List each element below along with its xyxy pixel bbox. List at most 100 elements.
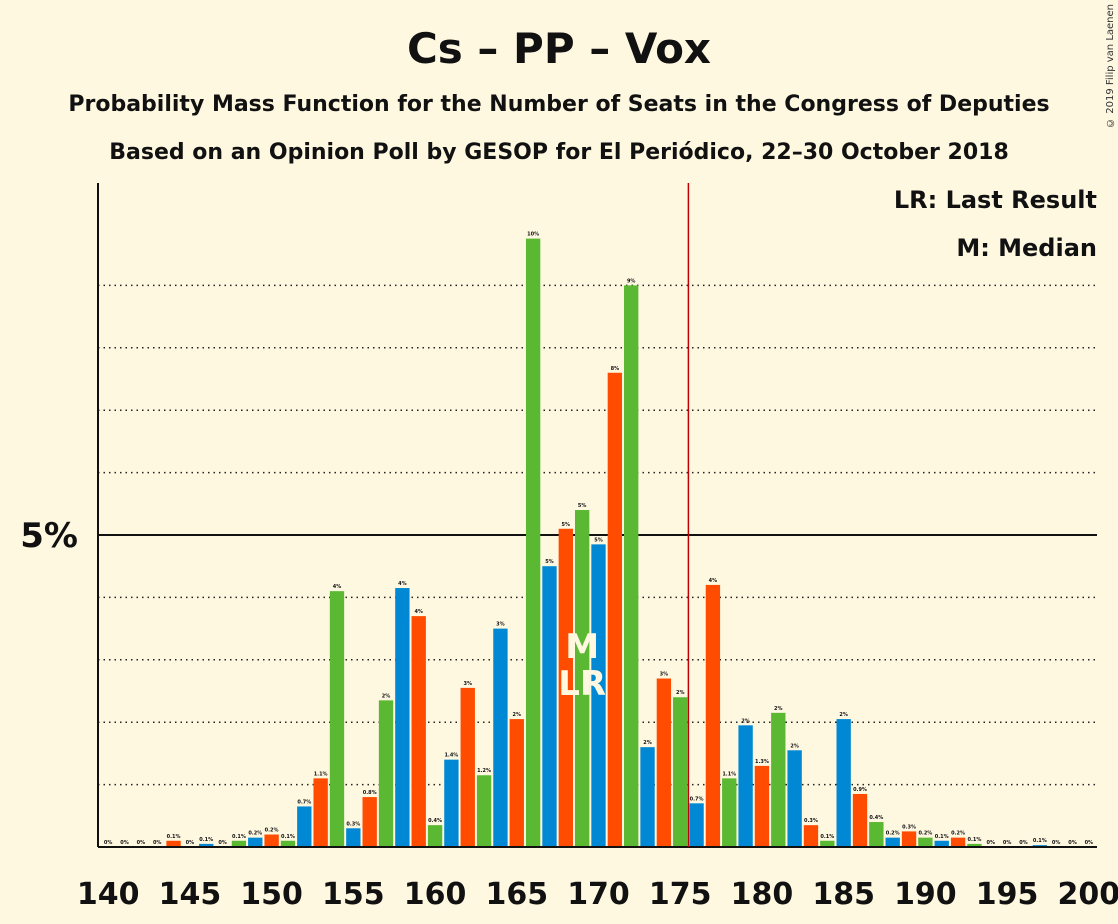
bar-184 xyxy=(820,840,835,847)
bar-192 xyxy=(950,837,966,847)
bar-178 xyxy=(722,778,737,847)
bar-label-193: 0.1% xyxy=(967,837,981,843)
bar-161 xyxy=(444,759,459,847)
bar-label-194: 0% xyxy=(987,840,996,846)
bar-186 xyxy=(852,793,868,847)
bar-label-179: 2% xyxy=(741,718,750,724)
x-tick-200: 200 xyxy=(1058,877,1118,912)
bar-188 xyxy=(885,837,900,847)
bar-149 xyxy=(248,837,263,847)
bar-label-158: 4% xyxy=(398,581,407,587)
bar-169 xyxy=(574,510,590,847)
bar-175 xyxy=(673,697,688,847)
bar-label-190: 0.2% xyxy=(918,831,932,837)
chart-title: Cs – PP – Vox xyxy=(406,24,712,73)
bar-193 xyxy=(967,843,982,847)
bar-label-197: 0.1% xyxy=(1033,838,1047,844)
bar-187 xyxy=(869,822,884,847)
bar-157 xyxy=(378,700,394,847)
chart-subtitle-2: Based on an Opinion Poll by GESOP for El… xyxy=(109,140,1009,165)
bar-labels: 0% 0% 0% 0%0.1%0%0.1%0%0.1%0.2%0.2%0.1%0.7%… xyxy=(104,232,1093,846)
x-tick-185: 185 xyxy=(812,877,875,912)
x-tick-150: 150 xyxy=(240,877,303,912)
bar-label-189: 0.3% xyxy=(902,824,916,830)
bar-label-174: 3% xyxy=(660,672,669,678)
bar-label-183: 0.3% xyxy=(804,818,818,824)
bar-label-150: 0.2% xyxy=(265,828,279,834)
bar-172 xyxy=(624,285,639,847)
bar-label-142: 0% xyxy=(137,840,146,846)
bar-170 xyxy=(591,544,606,847)
bar-151 xyxy=(280,840,296,847)
median-lr-markers: MLR xyxy=(558,627,606,704)
bar-label-180: 1.3% xyxy=(755,759,769,765)
x-tick-165: 165 xyxy=(485,877,548,912)
bar-174 xyxy=(656,678,672,847)
bar-163 xyxy=(476,775,492,847)
legend-last-result: LR: Last Result xyxy=(894,186,1097,214)
bar-label-159: 4% xyxy=(414,609,423,615)
bar-label-164: 3% xyxy=(496,622,505,628)
bar-label-171: 8% xyxy=(611,366,620,372)
bar-label-144: 0.1% xyxy=(167,834,181,840)
bar-label-160: 0.4% xyxy=(428,818,442,824)
bar-label-182: 2% xyxy=(790,743,799,749)
bar-label-176: 0.7% xyxy=(690,796,704,802)
bar-146 xyxy=(199,843,214,847)
gridlines xyxy=(98,284,1097,786)
bar-label-141: 0% xyxy=(120,840,129,846)
bar-191 xyxy=(934,840,949,847)
bar-label-191: 0.1% xyxy=(935,834,949,840)
bar-label-166: 10% xyxy=(527,232,539,238)
bar-173 xyxy=(640,747,655,847)
bar-label-199: 0% xyxy=(1068,840,1077,846)
bar-155 xyxy=(346,828,361,847)
bar-162 xyxy=(460,687,475,847)
bar-164 xyxy=(493,628,508,847)
bar-label-165: 2% xyxy=(513,712,522,718)
bar-180 xyxy=(754,765,770,847)
bar-label-200: 0% xyxy=(1085,840,1094,846)
bar-190 xyxy=(918,837,933,847)
bar-179 xyxy=(738,725,753,847)
bar-label-169: 5% xyxy=(578,503,587,509)
bar-165 xyxy=(509,719,524,847)
bar-label-187: 0.4% xyxy=(869,815,883,821)
x-tick-190: 190 xyxy=(894,877,957,912)
bar-150 xyxy=(264,834,279,847)
bar-label-173: 2% xyxy=(643,740,652,746)
bar-176 xyxy=(689,803,704,847)
bar-label-143: 0% xyxy=(153,840,162,846)
bar-label-146: 0.1% xyxy=(199,837,213,843)
bar-171 xyxy=(607,372,623,847)
bar-label-168: 5% xyxy=(562,522,571,528)
bar-148 xyxy=(231,840,247,847)
bar-label-195: 0% xyxy=(1003,840,1012,846)
bar-label-170: 5% xyxy=(594,537,603,543)
last-result-marker: LR xyxy=(558,664,606,704)
x-tick-180: 180 xyxy=(731,877,794,912)
bar-label-140: 0% xyxy=(104,840,113,846)
legend-median: M: Median xyxy=(956,234,1097,262)
bar-label-188: 0.2% xyxy=(886,831,900,837)
bar-label-157: 2% xyxy=(382,693,391,699)
bar-label-148: 0.1% xyxy=(232,834,246,840)
bar-154 xyxy=(329,591,345,847)
bar-label-162: 3% xyxy=(463,681,472,687)
bar-label-163: 1.2% xyxy=(477,768,491,774)
bar-160 xyxy=(427,825,443,847)
bar-177 xyxy=(705,584,721,847)
bar-label-184: 0.1% xyxy=(820,834,834,840)
bar-182 xyxy=(787,750,802,847)
x-tick-170: 170 xyxy=(567,877,630,912)
bars xyxy=(166,238,1047,848)
bar-label-153: 1.1% xyxy=(314,771,328,777)
bar-label-198: 0% xyxy=(1052,840,1061,846)
bar-label-175: 2% xyxy=(676,690,685,696)
bar-label-156: 0.8% xyxy=(363,790,377,796)
bar-168 xyxy=(558,528,573,847)
bar-label-181: 2% xyxy=(774,706,783,712)
bar-label-192: 0.2% xyxy=(951,831,965,837)
bar-label-155: 0.3% xyxy=(346,821,360,827)
bar-166 xyxy=(525,238,541,848)
